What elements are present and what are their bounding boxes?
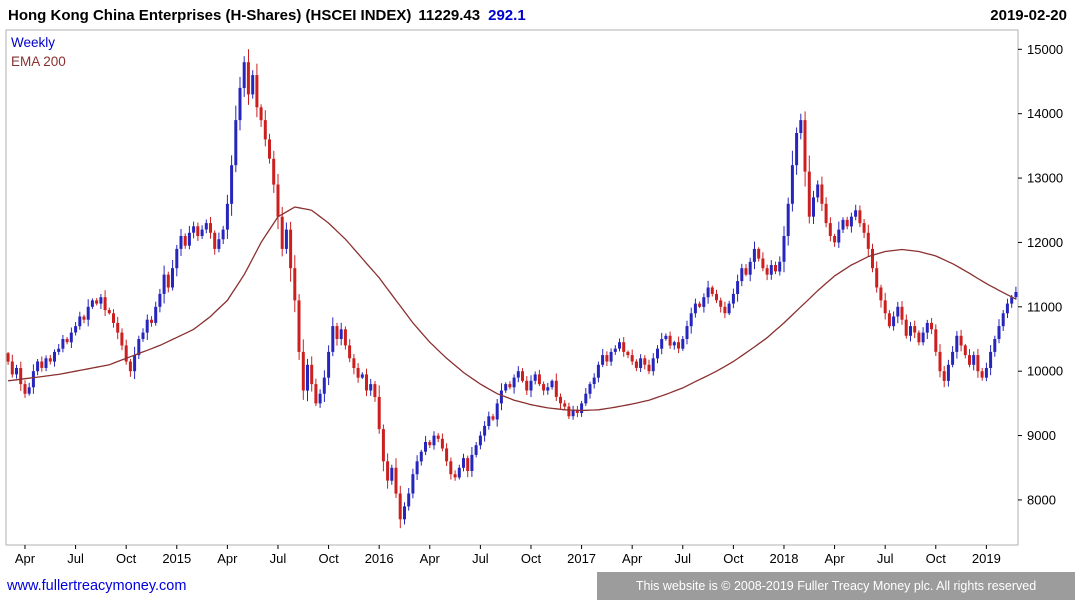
price-chart: 8000 9000 10000 11000 12000 13000 14000 15000 Ap…	[5, 29, 1063, 566]
svg-text:Jul: Jul	[674, 551, 691, 566]
svg-text:2016: 2016	[365, 551, 394, 566]
svg-text:13000: 13000	[1027, 171, 1063, 186]
svg-text:Jul: Jul	[472, 551, 489, 566]
svg-text:Jul: Jul	[877, 551, 894, 566]
svg-text:Oct: Oct	[926, 551, 947, 566]
svg-text:Oct: Oct	[318, 551, 339, 566]
svg-text:Apr: Apr	[420, 551, 441, 566]
y-axis: 8000 9000 10000 11000 12000 13000 14000 15000	[1018, 42, 1063, 507]
svg-text:Jul: Jul	[270, 551, 287, 566]
svg-text:Oct: Oct	[116, 551, 137, 566]
timeframe-label: Weekly	[11, 35, 56, 50]
svg-text:14000: 14000	[1027, 106, 1063, 121]
chart-header: Hong Kong China Enterprises (H-Shares) (…	[0, 0, 1075, 28]
chart-area: 8000 9000 10000 11000 12000 13000 14000 15000 Ap…	[0, 28, 1075, 572]
website-link[interactable]: www.fullertreacymoney.com	[7, 578, 187, 594]
instrument-name: Hong Kong China Enterprises (H-Shares) (…	[8, 6, 412, 24]
ema-label: EMA 200	[11, 54, 66, 69]
svg-text:Jul: Jul	[67, 551, 84, 566]
svg-text:2017: 2017	[567, 551, 596, 566]
svg-text:Apr: Apr	[622, 551, 643, 566]
svg-text:Apr: Apr	[217, 551, 238, 566]
svg-text:Apr: Apr	[824, 551, 845, 566]
svg-text:8000: 8000	[1027, 492, 1056, 507]
copyright-notice: This website is © 2008-2019 Fuller Treac…	[597, 572, 1075, 600]
candles	[6, 49, 1018, 529]
chart-legend: Weekly EMA 200	[11, 33, 66, 71]
svg-text:10000: 10000	[1027, 364, 1063, 379]
svg-text:2018: 2018	[770, 551, 799, 566]
plot-border	[5, 29, 1019, 546]
svg-text:12000: 12000	[1027, 235, 1063, 250]
svg-text:11000: 11000	[1027, 299, 1062, 314]
svg-text:15000: 15000	[1027, 42, 1063, 57]
svg-text:2019: 2019	[972, 551, 1001, 566]
svg-text:2015: 2015	[162, 551, 191, 566]
price-change: 292.1	[488, 6, 526, 24]
svg-text:Apr: Apr	[15, 551, 36, 566]
ema-line	[8, 206, 1017, 412]
chart-title: Hong Kong China Enterprises (H-Shares) (…	[8, 7, 526, 24]
x-axis: Apr Jul Oct 2015 Apr Jul Oct 2016 Apr Jul Oct 2017 A…	[15, 545, 1001, 566]
footer-bar: www.fullertreacymoney.com This website i…	[0, 572, 1075, 600]
svg-text:Oct: Oct	[521, 551, 542, 566]
last-price: 11229.43	[418, 6, 481, 24]
chart-date: 2019-02-20	[990, 6, 1067, 24]
svg-text:9000: 9000	[1027, 428, 1056, 443]
svg-text:Oct: Oct	[723, 551, 744, 566]
